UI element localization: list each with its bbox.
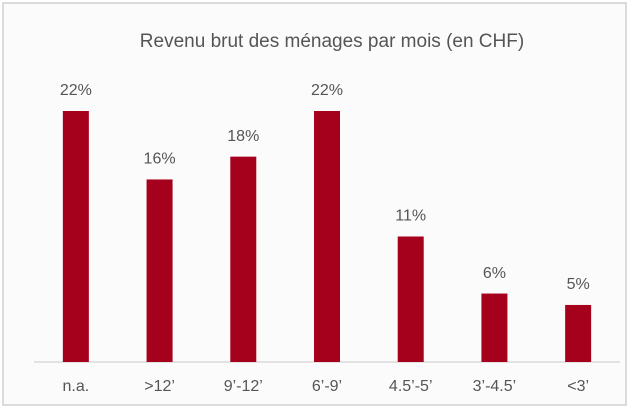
bar — [62, 111, 89, 362]
chart-title: Revenu brut des ménages par mois (en CHF… — [140, 31, 524, 52]
bar — [230, 156, 257, 362]
value-label: 16% — [144, 151, 176, 168]
value-label: 22% — [60, 82, 92, 99]
value-label: 5% — [567, 276, 590, 293]
x-tick-label: <3’ — [567, 378, 589, 395]
value-label: 18% — [227, 128, 259, 145]
x-tick-label: 4.5’-5’ — [389, 378, 433, 395]
bar — [565, 304, 592, 362]
x-tick-label: >12’ — [144, 378, 175, 395]
bar — [397, 236, 424, 362]
x-tick-label: n.a. — [63, 378, 90, 395]
x-tick-label: 3’-4.5’ — [473, 378, 517, 395]
bar — [314, 111, 340, 362]
x-tick-label: 9’-12’ — [224, 378, 263, 395]
bar — [481, 293, 508, 362]
x-tick-label: 6’-9’ — [312, 378, 342, 395]
bar — [146, 179, 173, 362]
value-label: 11% — [395, 208, 426, 225]
value-label: 22% — [311, 82, 343, 99]
value-label: 6% — [483, 265, 506, 282]
